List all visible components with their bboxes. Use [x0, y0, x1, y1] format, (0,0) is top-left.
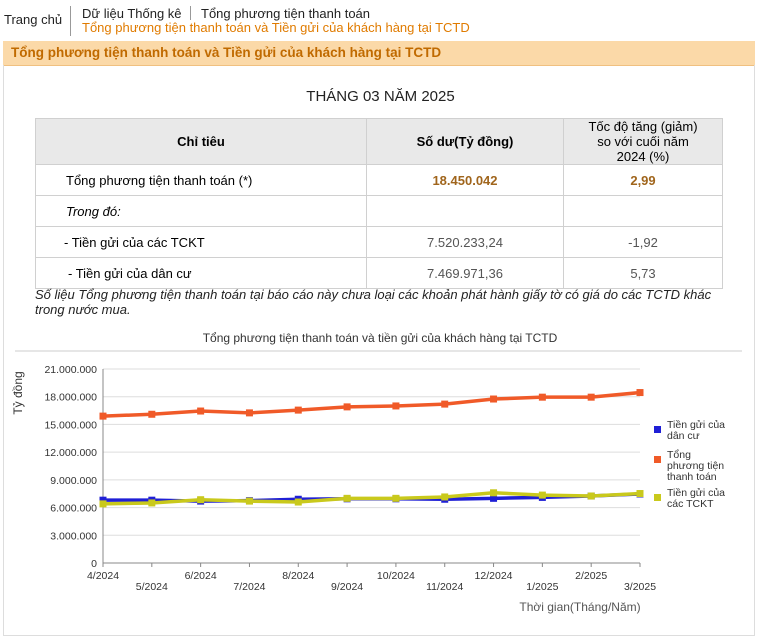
x-axis-title: Thời gian(Tháng/Năm): [519, 600, 640, 614]
chart-title: Tổng phương tiện thanh toán và tiền gửi …: [203, 331, 558, 345]
point: [490, 489, 498, 497]
x-tick-label: 3/2025: [624, 581, 656, 593]
cell: [563, 195, 723, 227]
x-tick-label: 5/2024: [136, 581, 168, 593]
point: [636, 389, 644, 397]
plot-area: [103, 369, 640, 563]
point: [538, 393, 546, 401]
current-page: Tổng phương tiện thanh toán và Tiền gửi …: [82, 20, 470, 35]
cell: -1,92: [563, 226, 723, 258]
y-tick-label: 12.000.000: [44, 447, 97, 459]
cell: - Tiền gửi của các TCKT: [35, 226, 367, 258]
data-table: Chỉ tiêu Số dư(Tỷ đồng) Tốc độ tăng (giả…: [35, 118, 723, 289]
cell: 18.450.042: [366, 164, 564, 196]
point: [343, 494, 351, 502]
column-header: Tốc độ tăng (giảm) so với cuối năm 2024 …: [563, 118, 723, 165]
separator: [190, 6, 191, 20]
cell: [366, 195, 564, 227]
separator: [70, 6, 71, 36]
home-link[interactable]: Trang chủ: [4, 12, 63, 27]
cell: Tổng phương tiện thanh toán (*): [35, 164, 367, 196]
x-tick-label: 7/2024: [233, 581, 265, 593]
y-tick-label: 6.000.000: [50, 503, 97, 515]
header-title: Tổng phương tiện thanh toán và Tiền gửi …: [11, 45, 442, 60]
x-tick-label: 9/2024: [331, 581, 363, 593]
y-tick-label: 0: [91, 558, 97, 570]
column-header: Chỉ tiêu: [35, 118, 367, 165]
cell: 7.520.233,24: [366, 226, 564, 258]
point: [587, 492, 595, 500]
legend-label: Tiền gửi của dân cư: [667, 419, 726, 442]
point: [245, 497, 253, 505]
point: [197, 407, 205, 415]
point: [99, 412, 107, 420]
point: [441, 400, 449, 408]
point: [343, 403, 351, 411]
legend-label: Tổng phương tiện thanh toán: [667, 449, 725, 483]
y-tick-label: 21.000.000: [44, 364, 97, 376]
legend-swatch: [654, 426, 661, 433]
point: [441, 493, 449, 501]
point: [538, 491, 546, 499]
x-tick-label: 12/2024: [475, 570, 513, 582]
legend-swatch: [654, 494, 661, 501]
y-tick-label: 3.000.000: [50, 530, 97, 542]
cell: - Tiền gửi của dân cư: [35, 257, 367, 289]
point: [587, 393, 595, 401]
cell: Trong đó:: [35, 195, 367, 227]
legend-label: Tiền gửi của các TCKT: [667, 487, 726, 510]
header-bar: Tổng phương tiện thanh toán và Tiền gửi …: [3, 41, 755, 66]
note: Số liệu Tổng phương tiện thanh toán tại …: [35, 287, 712, 317]
point: [148, 410, 156, 418]
point: [99, 500, 107, 508]
column-header: Số dư(Tỷ đồng): [366, 118, 564, 165]
cell: 7.469.971,36: [366, 257, 564, 289]
point: [490, 494, 498, 502]
x-tick-label: 2/2025: [575, 570, 607, 582]
series-line: [102, 491, 641, 506]
page-link[interactable]: Tổng phương tiện thanh toán: [201, 6, 371, 21]
content-box: [3, 65, 755, 636]
point: [294, 498, 302, 506]
x-tick-label: 4/2024: [87, 570, 119, 582]
point: [148, 499, 156, 507]
point: [490, 395, 498, 403]
y-tick-label: 9.000.000: [50, 475, 97, 487]
y-axis-title: Tỷ đồng: [11, 371, 25, 414]
y-tick-label: 18.000.000: [44, 392, 97, 404]
point: [392, 402, 400, 410]
point: [245, 409, 253, 417]
period: THÁNG 03 NĂM 2025: [306, 88, 455, 105]
y-tick-label: 15.000.000: [44, 419, 97, 431]
x-tick-label: 10/2024: [377, 570, 415, 582]
point: [197, 496, 205, 504]
cell: 2,99: [563, 164, 723, 196]
point: [636, 490, 644, 498]
legend-swatch: [654, 456, 661, 463]
x-tick-label: 1/2025: [526, 581, 558, 593]
cell: 5,73: [563, 257, 723, 289]
x-tick-label: 6/2024: [185, 570, 217, 582]
chart: Tổng phương tiện thanh toán và tiền gửi …: [11, 331, 742, 614]
section-link[interactable]: Dữ liệu Thống kê: [82, 6, 182, 21]
x-tick-label: 11/2024: [426, 581, 463, 593]
series-line: [102, 390, 641, 418]
x-tick-label: 8/2024: [282, 570, 314, 582]
point: [392, 494, 400, 502]
point: [99, 496, 107, 504]
point: [294, 406, 302, 414]
